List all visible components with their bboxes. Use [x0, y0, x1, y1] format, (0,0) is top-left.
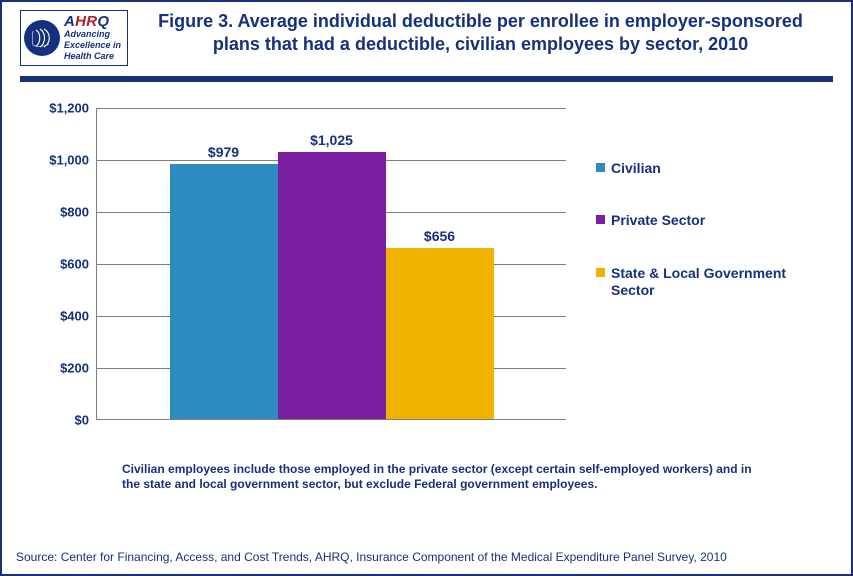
bar-chart: $0 $200 $400 $600 $800 $1,000 $1,200 $979 $1,025… [20, 100, 833, 442]
legend-label: Private Sector [611, 212, 705, 229]
ahrq-logo-box: AHRQ Advancing Excellence in Health Care [20, 10, 128, 66]
bar: $656 [386, 108, 494, 419]
legend-label: State & Local Government Sector [611, 265, 816, 299]
y-axis-tick-label: $800 [60, 204, 97, 219]
bar-rect [278, 152, 386, 419]
bar: $979 [170, 108, 278, 419]
y-axis-tick-label: $200 [60, 360, 97, 375]
figure-frame: AHRQ Advancing Excellence in Health Care… [0, 0, 853, 576]
legend-item: State & Local Government Sector [596, 265, 816, 299]
bar: $1,025 [278, 108, 386, 419]
y-axis-tick-label: $1,000 [49, 152, 97, 167]
y-axis-tick-label: $600 [60, 256, 97, 271]
bar-value-label: $1,025 [310, 132, 353, 148]
header: AHRQ Advancing Excellence in Health Care… [2, 2, 851, 72]
bar-value-label: $656 [424, 228, 455, 244]
source-citation: Source: Center for Financing, Access, an… [16, 550, 727, 564]
legend-swatch-icon [596, 215, 605, 224]
chart-legend: Civilian Private Sector State & Local Gove… [596, 160, 816, 335]
y-axis-tick-label: $1,200 [49, 100, 97, 115]
bar-rect [170, 164, 278, 419]
hhs-seal-icon [24, 20, 60, 56]
legend-item: Private Sector [596, 212, 816, 229]
ahrq-wordmark: AHRQ Advancing Excellence in Health Care [64, 14, 121, 62]
y-axis-tick-label: $400 [60, 308, 97, 323]
header-divider [20, 76, 833, 82]
bars-container: $979 $1,025 $656 [97, 108, 566, 419]
figure-title: Figure 3. Average individual deductible … [128, 10, 833, 55]
legend-label: Civilian [611, 160, 661, 177]
ahrq-tagline-1: Advancing [64, 30, 121, 40]
legend-swatch-icon [596, 163, 605, 172]
bar-rect [386, 248, 494, 419]
y-axis-tick-label: $0 [75, 412, 97, 427]
plot-area: $0$200$400$600$800$1,000$1,200$979$1,025… [96, 108, 566, 420]
chart-footnote: Civilian employees include those employe… [122, 462, 771, 493]
ahrq-tagline-3: Health Care [64, 52, 121, 62]
legend-item: Civilian [596, 160, 816, 177]
ahrq-tagline-2: Excellence in [64, 41, 121, 51]
legend-swatch-icon [596, 268, 605, 277]
bar-value-label: $979 [208, 144, 239, 160]
